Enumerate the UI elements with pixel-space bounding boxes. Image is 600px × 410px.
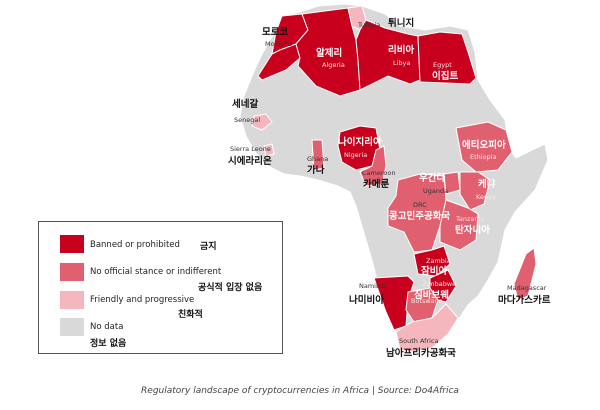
label-south-africa-kr: 남아프리카공화국 [386, 348, 456, 359]
label-senegal-en: Senegal [234, 116, 261, 124]
label-egypt-en: Egypt [433, 61, 452, 69]
region-cameroon [359, 145, 387, 187]
label-morocco-en: Morocco [265, 40, 293, 48]
label-drc-en: DRC [413, 201, 427, 209]
legend-swatch-no-stance [60, 263, 84, 281]
label-ghana-en: Ghana [307, 155, 329, 163]
region-ethiopia [455, 121, 513, 173]
label-algeria-kr: 알제리 [316, 48, 343, 59]
label-kenya-en: Kenya [476, 193, 496, 201]
label-kenya-kr: 케냐 [478, 179, 496, 190]
label-sierra-leone-en: Sierra Leone [230, 145, 271, 153]
label-zambia-en: Zambia [426, 257, 451, 265]
region-sierra-leone [263, 143, 275, 157]
label-morocco-kr: 모로코 [262, 27, 289, 38]
label-namibia-kr: 나미비아 [349, 295, 384, 306]
label-zimbabwe-en: Zimbabwe [422, 280, 457, 288]
legend-label-no-stance-en: No official stance or indifferent [90, 267, 222, 277]
map-caption: Regulatory landscape of cryptocurrencies… [141, 386, 459, 396]
label-madagascar-kr: 마다가스카르 [498, 295, 551, 306]
label-algeria-en: Algeria [322, 61, 345, 69]
legend-label-banned-en: Banned or prohibited [90, 240, 180, 250]
label-ethiopia-kr: 에티오피아 [462, 140, 506, 151]
region-madagascar [513, 247, 537, 301]
region-drc [387, 173, 447, 253]
label-sierra-leone-kr: 시에라리온 [228, 156, 272, 167]
label-cameroon-kr: 카메룬 [363, 179, 390, 190]
region-ghana [311, 139, 325, 171]
label-cameroon-en: Cameroon [362, 169, 396, 177]
label-libya-kr: 리비아 [388, 45, 415, 56]
legend-label-no-data-en: No data [90, 322, 124, 332]
region-libya [355, 19, 421, 91]
region-tanzania [439, 199, 479, 251]
legend-label-no-data-kr: 정보 없음 [90, 339, 127, 349]
region-senegal [251, 113, 273, 131]
region-egypt [417, 31, 477, 85]
label-zambia-kr: 잠비아 [421, 266, 448, 277]
legend-label-friendly-kr: 친화적 [178, 310, 203, 320]
label-namibia-en: Namibia [359, 282, 386, 290]
legend-swatch-friendly [60, 291, 84, 309]
region-kenya [459, 171, 491, 211]
legend-label-friendly-en: Friendly and progressive [90, 295, 195, 305]
label-tunisia-kr: 튀니지 [388, 18, 415, 29]
label-nigeria-en: Nigeria [344, 151, 368, 159]
label-egypt-kr: 이집트 [432, 71, 459, 82]
label-tunisia-en: Tunisia [358, 21, 381, 29]
legend-swatch-banned [60, 235, 84, 253]
africa-landmass [239, 3, 549, 353]
label-zimbabwe-kr: 짐바브웨 [414, 290, 449, 301]
label-south-africa-en: South Africa [399, 337, 439, 345]
label-uganda-en: Uganda [423, 187, 449, 195]
map-legend: Banned or prohibited 금지 No official stan… [38, 221, 283, 354]
label-ethiopia-en: Ethiopia [470, 153, 497, 161]
legend-swatch-no-data [60, 318, 84, 336]
region-morocco-south [257, 43, 301, 81]
label-botswana-en: Botswana [411, 297, 443, 305]
label-tanzania-kr: 탄자니아 [455, 225, 490, 236]
region-zambia [413, 245, 451, 277]
legend-label-banned-kr: 금지 [200, 242, 217, 252]
label-uganda-kr: 우간다 [419, 173, 446, 184]
region-namibia [373, 275, 415, 331]
region-south-africa [395, 303, 459, 353]
label-senegal-kr: 세네갈 [232, 99, 259, 110]
legend-label-no-stance-kr: 공식적 입장 없음 [198, 283, 263, 293]
label-libya-en: Libya [393, 59, 411, 67]
label-drc-kr: 콩고민주공화국 [389, 211, 451, 222]
label-nigeria-kr: 나이지리아 [338, 137, 382, 148]
label-ghana-kr: 가나 [307, 165, 325, 176]
label-madagascar-en: Madagascar [507, 284, 547, 292]
label-tanzania-en: Tanzania [456, 215, 485, 223]
